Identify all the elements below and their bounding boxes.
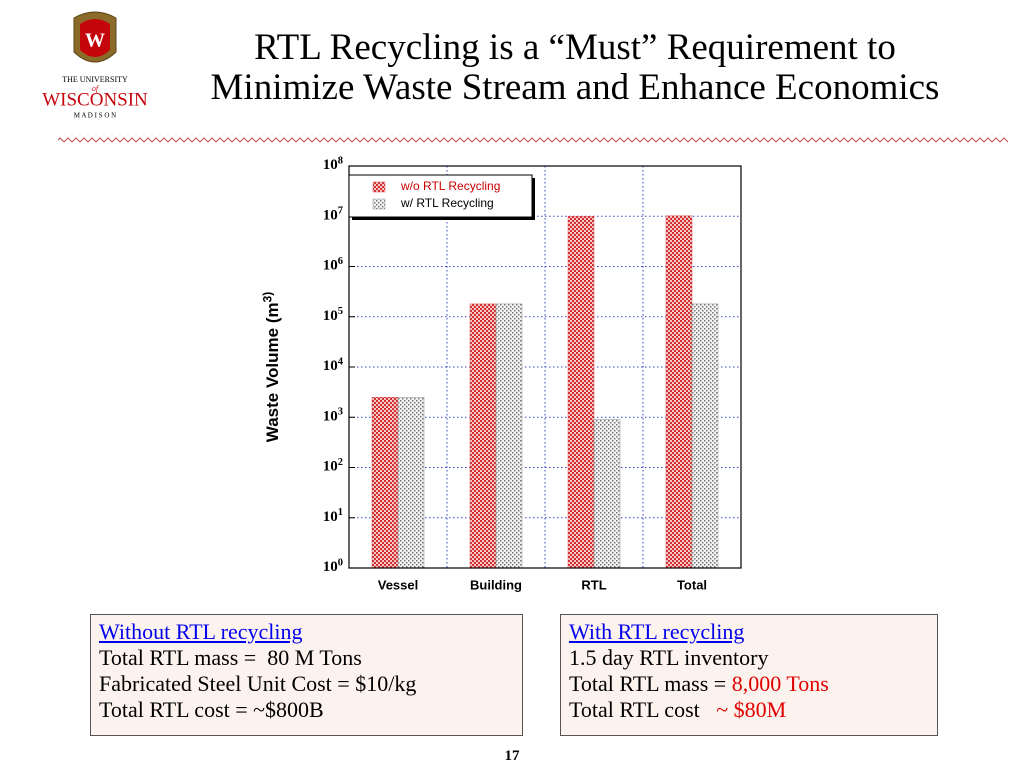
- box-line: 1.5 day RTL inventory: [569, 645, 929, 671]
- bar: [469, 303, 497, 569]
- y-tick-label: 108: [323, 156, 343, 174]
- line-text: Total RTL mass = 80 M Tons: [99, 645, 362, 670]
- logo-of: of: [92, 84, 100, 93]
- y-axis-label: Waste Volume (m3): [261, 292, 283, 442]
- box-line: Total RTL mass = 80 M Tons: [99, 645, 514, 671]
- page-number: 17: [504, 748, 520, 764]
- box-line: Fabricated Steel Unit Cost = $10/kg: [99, 671, 514, 697]
- y-tick-label: 107: [323, 206, 343, 224]
- bar: [397, 397, 425, 569]
- svg-text:W: W: [85, 30, 105, 52]
- bar: [665, 215, 693, 569]
- y-tick-label: 106: [323, 256, 343, 274]
- box-heading: Without RTL recycling: [99, 619, 303, 644]
- line-highlight: 8,000 Tons: [731, 671, 829, 696]
- slide-title: RTL Recycling is a “Must” Requirement to…: [160, 28, 990, 108]
- bar: [593, 419, 621, 569]
- line-text: Fabricated Steel Unit Cost = $10/kg: [99, 671, 417, 696]
- line-highlight: ~ $80M: [716, 697, 787, 722]
- logo-bottom: M A D I S O N: [74, 112, 116, 120]
- logo-name: WISCONSIN: [42, 89, 148, 110]
- line-text: Total RTL mass =: [569, 671, 732, 696]
- logo-top: THE UNIVERSITY: [62, 75, 128, 84]
- legend-swatch: [372, 198, 386, 210]
- plot-frame: [348, 165, 742, 569]
- bar: [567, 216, 595, 569]
- x-tick-label: Vessel: [378, 577, 419, 592]
- y-tick-label: 100: [323, 558, 343, 576]
- box-line: Total RTL cost = ~$800B: [99, 697, 514, 723]
- line-text: Total RTL cost = ~$800B: [99, 697, 324, 722]
- line-text: Total RTL cost: [569, 697, 717, 722]
- bar: [371, 397, 399, 569]
- x-tick-label: Building: [470, 577, 522, 592]
- legend-label: w/ RTL Recycling: [400, 196, 494, 210]
- text-box: Without RTL recycling Total RTL mass = 80…: [90, 614, 523, 736]
- box-line: Total RTL mass = 8,000 Tons: [569, 671, 929, 697]
- bar: [495, 303, 523, 569]
- line-text: 1.5 day RTL inventory: [569, 645, 769, 670]
- text-box: With RTL recycling 1.5 day RTL inventory T…: [560, 614, 938, 736]
- y-tick-label: 104: [323, 357, 344, 375]
- title-line: Minimize Waste Stream and Enhance Econom…: [210, 67, 940, 108]
- y-tick-label: 102: [323, 457, 343, 475]
- y-tick-label: 105: [323, 306, 343, 324]
- box-line: Total RTL cost ~ $80M: [569, 697, 929, 723]
- x-tick-label: Total: [677, 577, 707, 592]
- logo: W THE UNIVERSITY of WISCONSIN M A D I S …: [42, 11, 148, 120]
- box-heading: With RTL recycling: [569, 619, 745, 644]
- legend-swatch: [372, 181, 386, 193]
- title-line: RTL Recycling is a “Must” Requirement to: [254, 27, 896, 68]
- legend-label: w/o RTL Recycling: [400, 179, 500, 193]
- y-tick-label: 101: [323, 507, 343, 525]
- y-tick-label: 103: [323, 407, 343, 425]
- bar: [691, 303, 719, 569]
- divider: [58, 134, 1008, 144]
- x-tick-label: RTL: [581, 577, 606, 592]
